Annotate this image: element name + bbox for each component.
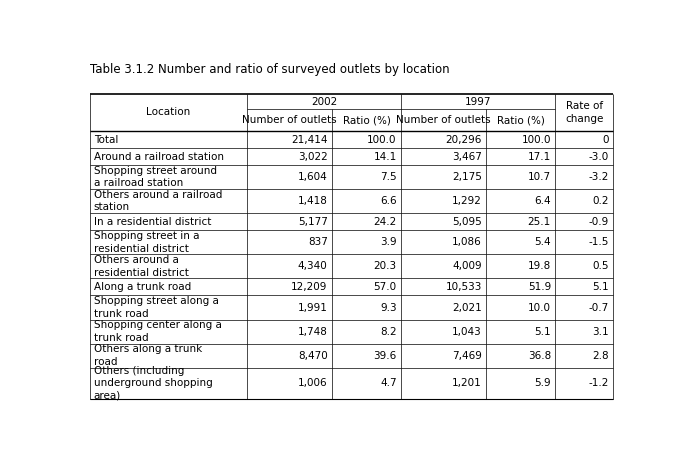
Text: 19.8: 19.8	[528, 262, 551, 271]
Text: Shopping street along a
trunk road: Shopping street along a trunk road	[94, 296, 219, 318]
Text: Location: Location	[146, 107, 191, 117]
Text: 51.9: 51.9	[528, 282, 551, 292]
Text: 7.5: 7.5	[380, 172, 397, 182]
Text: 24.2: 24.2	[373, 217, 397, 227]
Text: 3,467: 3,467	[452, 152, 482, 162]
Text: 2,175: 2,175	[452, 172, 482, 182]
Text: -0.7: -0.7	[589, 303, 609, 313]
Text: 1,086: 1,086	[452, 238, 482, 248]
Text: 3.1: 3.1	[592, 327, 609, 337]
Text: -1.5: -1.5	[589, 238, 609, 248]
Text: 20,296: 20,296	[445, 135, 482, 145]
Text: 5,177: 5,177	[298, 217, 328, 227]
Text: 5,095: 5,095	[452, 217, 482, 227]
Text: Others around a
residential district: Others around a residential district	[94, 255, 189, 278]
Text: 36.8: 36.8	[528, 351, 551, 361]
Text: Along a trunk road: Along a trunk road	[94, 282, 191, 292]
Text: 17.1: 17.1	[528, 152, 551, 162]
Text: 5.9: 5.9	[534, 378, 551, 388]
Text: 0.2: 0.2	[593, 196, 609, 206]
Text: Ratio (%): Ratio (%)	[497, 115, 545, 125]
Text: 2,021: 2,021	[452, 303, 482, 313]
Text: 9.3: 9.3	[380, 303, 397, 313]
Text: Rate of
change: Rate of change	[565, 101, 604, 124]
Text: Total: Total	[94, 135, 118, 145]
Text: 10,533: 10,533	[445, 282, 482, 292]
Text: 0.5: 0.5	[593, 262, 609, 271]
Text: Shopping center along a
trunk road: Shopping center along a trunk road	[94, 320, 222, 343]
Text: 5.1: 5.1	[534, 327, 551, 337]
Text: Others (including
underground shopping
area): Others (including underground shopping a…	[94, 366, 213, 400]
Text: 12,209: 12,209	[292, 282, 328, 292]
Text: -0.9: -0.9	[589, 217, 609, 227]
Text: 100.0: 100.0	[367, 135, 397, 145]
Text: 21,414: 21,414	[291, 135, 328, 145]
Text: Number of outlets: Number of outlets	[397, 115, 491, 125]
Text: 1,201: 1,201	[452, 378, 482, 388]
Text: 1,043: 1,043	[452, 327, 482, 337]
Text: 2002: 2002	[311, 96, 337, 106]
Text: 6.4: 6.4	[534, 196, 551, 206]
Text: Table 3.1.2 Number and ratio of surveyed outlets by location: Table 3.1.2 Number and ratio of surveyed…	[90, 63, 449, 76]
Text: 7,469: 7,469	[452, 351, 482, 361]
Text: Shopping street around
a railroad station: Shopping street around a railroad statio…	[94, 166, 217, 188]
Text: 1,292: 1,292	[452, 196, 482, 206]
Text: 1,006: 1,006	[298, 378, 328, 388]
Text: 1,418: 1,418	[298, 196, 328, 206]
Text: 14.1: 14.1	[373, 152, 397, 162]
Text: 0: 0	[602, 135, 609, 145]
Text: 1,748: 1,748	[298, 327, 328, 337]
Text: 5.4: 5.4	[534, 238, 551, 248]
Text: 8,470: 8,470	[298, 351, 328, 361]
Text: 8.2: 8.2	[380, 327, 397, 337]
Text: 100.0: 100.0	[521, 135, 551, 145]
Text: 6.6: 6.6	[380, 196, 397, 206]
Text: 20.3: 20.3	[374, 262, 397, 271]
Text: 57.0: 57.0	[374, 282, 397, 292]
Text: 10.7: 10.7	[528, 172, 551, 182]
Text: -3.0: -3.0	[589, 152, 609, 162]
Text: 837: 837	[308, 238, 328, 248]
Text: In a residential district: In a residential district	[94, 217, 211, 227]
Text: -3.2: -3.2	[589, 172, 609, 182]
Text: 39.6: 39.6	[373, 351, 397, 361]
Text: 2.8: 2.8	[592, 351, 609, 361]
Text: 1,991: 1,991	[298, 303, 328, 313]
Text: Ratio (%): Ratio (%)	[342, 115, 390, 125]
Text: Around a railroad station: Around a railroad station	[94, 152, 224, 162]
Text: Others along a trunk
road: Others along a trunk road	[94, 344, 202, 367]
Text: 3.9: 3.9	[380, 238, 397, 248]
Text: 25.1: 25.1	[528, 217, 551, 227]
Text: Shopping street in a
residential district: Shopping street in a residential distric…	[94, 231, 199, 253]
Text: 1997: 1997	[465, 96, 491, 106]
Text: 1,604: 1,604	[298, 172, 328, 182]
Text: 4.7: 4.7	[380, 378, 397, 388]
Text: Number of outlets: Number of outlets	[242, 115, 337, 125]
Text: 4,009: 4,009	[452, 262, 482, 271]
Text: 3,022: 3,022	[298, 152, 328, 162]
Text: Others around a railroad
station: Others around a railroad station	[94, 190, 222, 212]
Text: 10.0: 10.0	[528, 303, 551, 313]
Text: 4,340: 4,340	[298, 262, 328, 271]
Text: 5.1: 5.1	[592, 282, 609, 292]
Text: -1.2: -1.2	[589, 378, 609, 388]
